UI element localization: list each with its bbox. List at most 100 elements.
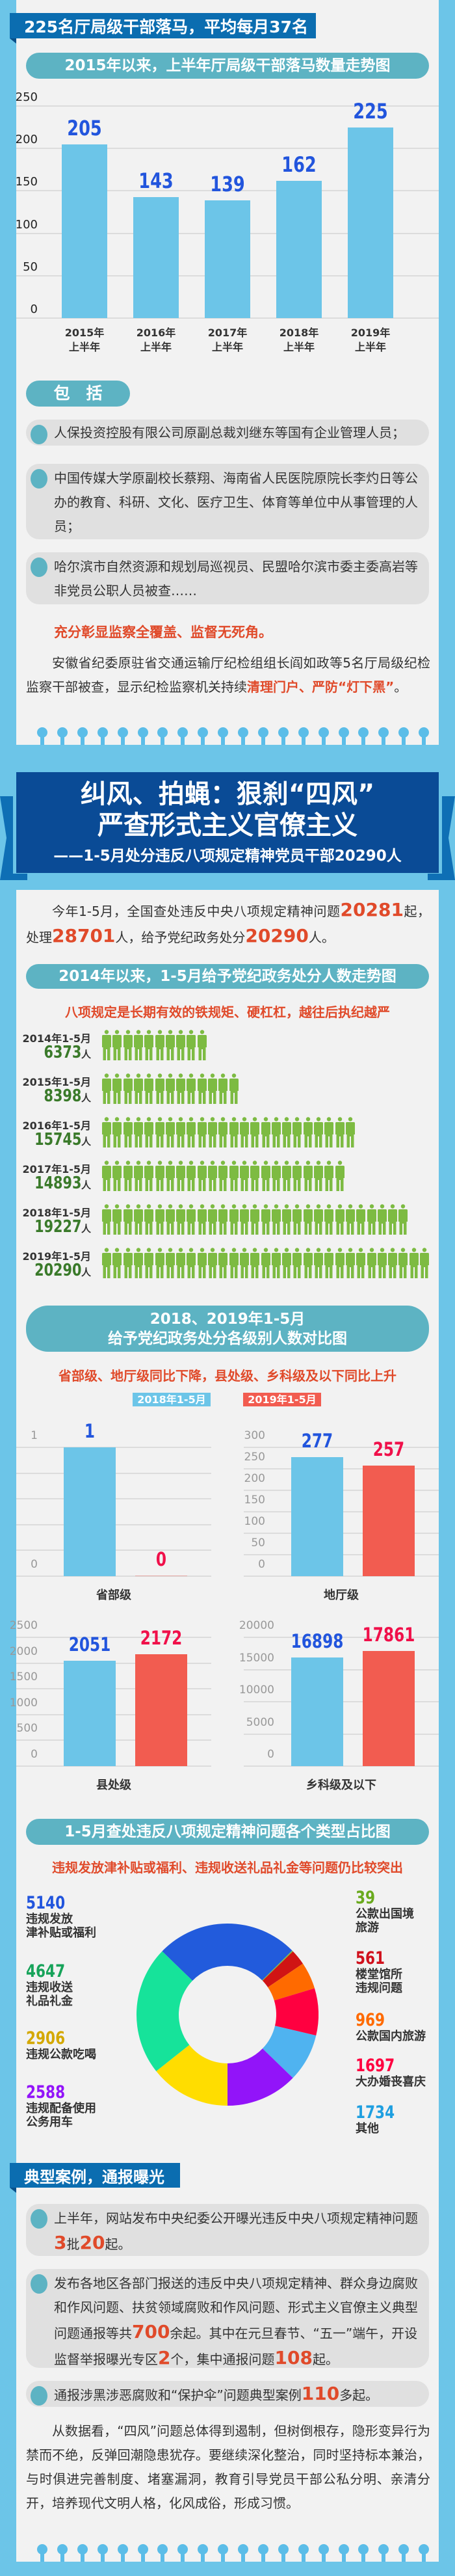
person-icon (112, 1161, 122, 1191)
person-icon (187, 1161, 196, 1191)
y-tick-label: 0 (258, 1558, 265, 1571)
y-tick-label: 20000 (239, 1619, 274, 1632)
category-label: 地厅级 (324, 1589, 359, 1602)
ribbon-right (428, 796, 455, 880)
bar-value-label: 17861 (362, 1624, 415, 1646)
legend-2019: 2019年1-5月 (243, 1393, 321, 1406)
person-icon (335, 1161, 344, 1191)
person-icon (314, 1204, 323, 1235)
person-icon (208, 1248, 217, 1278)
y-tick-label: 200 (15, 133, 38, 147)
person-icon (102, 1030, 111, 1060)
row-year-label: 2014年1-5月 (22, 1032, 91, 1045)
person-icon (165, 1161, 175, 1191)
donut-label-text: 其他 (356, 2122, 379, 2136)
donut-label-text: 旅游 (356, 1921, 379, 1935)
person-icon (250, 1248, 260, 1278)
bar-value-label: 16898 (291, 1630, 344, 1652)
person-icon (165, 1248, 175, 1278)
bar-value-label: 205 (67, 115, 102, 141)
person-icon (282, 1117, 292, 1147)
pin-icon (198, 2544, 209, 2562)
bar (133, 196, 179, 318)
highlight-number: 3 (54, 2232, 67, 2253)
case-item: 发布各地区各部门报送的违反中央八项规定精神、群众身边腐败和作风问题、扶贫领域腐败… (26, 2269, 429, 2368)
person-icon (388, 1204, 398, 1235)
pin-icon (378, 727, 389, 745)
pin-icon (298, 727, 309, 745)
bar-2019 (363, 1651, 415, 1766)
ribbon-left (0, 796, 27, 880)
person-icon (112, 1073, 122, 1104)
legend-2018: 2018年1-5月 (133, 1393, 211, 1406)
y-tick-label: 0 (267, 1748, 274, 1761)
y-tick-label: 0 (31, 1558, 38, 1571)
person-icon (229, 1248, 239, 1278)
text-segment: 人，给予党纪政务处分 (115, 930, 246, 945)
bar-2018 (291, 1457, 343, 1576)
x-tick-label: 上半年 (68, 341, 100, 353)
person-icon (335, 1248, 344, 1278)
case-text: 上半年，网站发布中央纪委公开曝光违反中央八项规定精神问题 3批20起。 (54, 2210, 418, 2253)
pin-divider (37, 727, 430, 745)
includes-pill: 包 括 (26, 381, 130, 407)
person-icon (367, 1248, 376, 1278)
pin-icon (157, 727, 168, 745)
row-value-number: 19227 (34, 1217, 81, 1237)
row-value-unit: 人 (81, 1049, 91, 1060)
bar (348, 127, 393, 318)
person-icon (250, 1204, 260, 1235)
y-tick-label: 2000 (9, 1644, 38, 1658)
donut-slice (268, 1963, 315, 2001)
person-icon (133, 1204, 143, 1235)
list-item-text: 中国传媒大学原副校长蔡翔、海南省人民医院原院长李灼日等公办的教育、科研、文化、医… (54, 470, 418, 534)
category-label: 乡科级及以下 (306, 1778, 376, 1792)
person-icon (303, 1248, 313, 1278)
person-icon (324, 1161, 334, 1191)
pin-icon (37, 2544, 47, 2562)
person-icon (335, 1204, 344, 1235)
person-icon (197, 1204, 207, 1235)
highlight-number: 28701 (52, 925, 116, 946)
person-icon (176, 1248, 186, 1278)
person-icon (271, 1248, 281, 1278)
donut-slice (228, 2048, 293, 2106)
bar-value-label: 143 (138, 168, 174, 193)
pin-icon (97, 727, 108, 745)
donut-slice (274, 1988, 318, 2036)
person-icon (155, 1204, 164, 1235)
person-icon (356, 1248, 366, 1278)
row-value-unit: 人 (81, 1223, 91, 1235)
row-value-number: 14893 (34, 1174, 81, 1193)
bar-value-label: 2172 (140, 1626, 183, 1649)
person-icon (187, 1030, 196, 1060)
bar-value-label: 139 (210, 171, 245, 196)
person-icon (292, 1248, 302, 1278)
pin-icon (177, 2544, 188, 2562)
row-value: 19227人 (16, 1217, 91, 1237)
donut-label: 969 公款国内旅游 (356, 2011, 453, 2044)
person-icon (398, 1248, 408, 1278)
person-icon (123, 1161, 133, 1191)
person-icon (176, 1161, 186, 1191)
person-icon (324, 1204, 334, 1235)
person-icon (155, 1073, 164, 1104)
pictogram-title: 2014年以来，1-5月给予党纪政务处分人数走势图 (58, 968, 396, 985)
text-segment: 个，集中通报问题 (170, 2352, 275, 2367)
gridline (244, 1637, 439, 1638)
person-icon (239, 1161, 249, 1191)
pin-icon (278, 2544, 289, 2562)
donut-label-text: 大办婚丧喜庆 (356, 2075, 426, 2089)
text-segment: 安徽省纪委原驻省交通运输厅纪检组组长阎如政等5名厅局级纪检监察干部被查，显示纪检… (26, 655, 430, 695)
x-tick-label: 上半年 (140, 341, 172, 353)
y-tick-label: 15000 (239, 1651, 274, 1665)
levels-title-pill: 2018、2019年1-5月 给予党纪政务处分各级别人数对比图 (26, 1306, 429, 1352)
pictogram-subtitle: 八项规定是长期有效的铁规矩、硬杠杠，越往后执纪越严 (65, 1004, 390, 1020)
donut-label: 2588 违规配备使用 公务用车 (26, 2084, 124, 2130)
chart-title-pill: 2015年以来，上半年厅局级干部落马数量走势图 (26, 53, 429, 79)
levels-title-line1: 2018、2019年1-5月 (150, 1310, 306, 1328)
person-icon (112, 1030, 122, 1060)
person-icon (176, 1204, 186, 1235)
person-icon (112, 1248, 122, 1278)
bar-2019 (363, 1466, 415, 1576)
